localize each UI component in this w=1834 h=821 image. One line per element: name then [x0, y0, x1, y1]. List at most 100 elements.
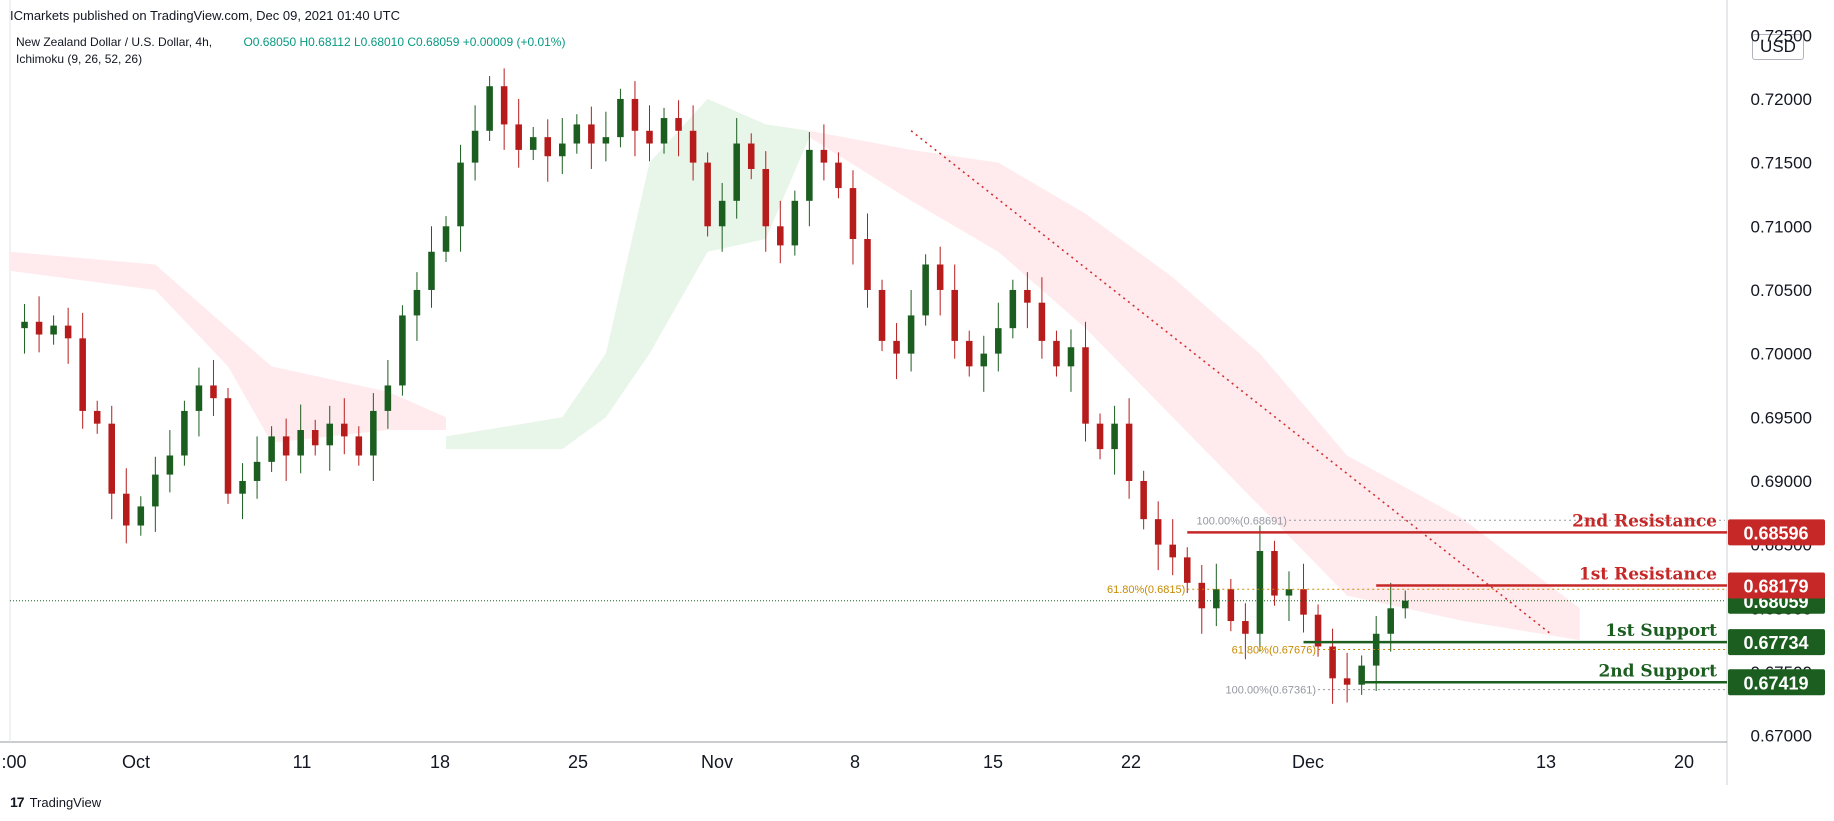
symbol-label[interactable]: New Zealand Dollar / U.S. Dollar, 4h,	[16, 35, 213, 49]
candle-body	[1358, 665, 1365, 685]
candle-body	[1227, 589, 1235, 622]
candle-body	[399, 315, 406, 386]
candle-body	[35, 321, 43, 335]
candle-body	[893, 340, 900, 354]
candle-body	[922, 264, 929, 316]
candle-body	[500, 86, 508, 125]
y-tick-label: 0.72000	[1751, 90, 1812, 109]
candle-body	[297, 430, 304, 456]
price-tag-box	[1728, 629, 1825, 656]
fib-level-label: 100.00%(0.68691)	[1196, 515, 1287, 527]
candle-body	[210, 385, 217, 399]
candle-body	[1082, 347, 1089, 424]
candle-body	[1140, 480, 1147, 520]
candle-body	[631, 98, 639, 131]
x-tick-label: 18	[430, 752, 450, 772]
x-tick-label: :00	[1, 752, 26, 772]
candle-body	[326, 423, 334, 446]
candle-body	[50, 325, 57, 335]
x-tick-label: Dec	[1292, 752, 1324, 772]
candle-body	[689, 130, 697, 163]
indicator-label[interactable]: Ichimoku (9, 26, 52, 26)	[16, 52, 143, 66]
price-tag-box	[1728, 669, 1825, 696]
brand-label: TradingView	[29, 794, 102, 810]
ichimoku-cloud-3	[809, 130, 1580, 641]
candle-body	[486, 86, 493, 131]
candle-body	[1329, 646, 1336, 679]
chart-legend: New Zealand Dollar / U.S. Dollar, 4h, O0…	[16, 34, 565, 68]
candle-body	[457, 162, 464, 227]
candle-body	[108, 423, 116, 494]
price-tag-box	[1728, 572, 1825, 599]
candle-body	[864, 239, 871, 290]
candle-body	[1111, 423, 1118, 450]
y-tick-label: 0.69000	[1751, 472, 1812, 491]
candle-body	[762, 168, 770, 227]
candle-body	[1038, 302, 1046, 341]
candle-body	[544, 137, 552, 157]
candle-body	[355, 436, 363, 456]
candle-body	[951, 289, 958, 341]
candle-body	[777, 226, 784, 246]
candle-body	[282, 436, 290, 456]
level-name: 1st Resistance	[1579, 565, 1717, 585]
candle-body	[123, 493, 130, 526]
candle-body	[1213, 589, 1220, 609]
x-tick-label: 13	[1536, 752, 1556, 772]
candle-body	[1285, 589, 1293, 596]
tradingview-brand[interactable]: 17 TradingView	[10, 794, 101, 810]
candle-body	[849, 188, 857, 240]
level-name: 1st Support	[1605, 621, 1717, 641]
candle-body	[341, 423, 348, 437]
price-tag-value: 0.67419	[1743, 673, 1808, 693]
candle-body	[1242, 621, 1249, 634]
candle-body	[791, 200, 799, 246]
candle-body	[1387, 608, 1394, 634]
y-tick-label: 0.69500	[1751, 408, 1812, 427]
y-tick-label: 0.71500	[1751, 154, 1812, 173]
ohlc-values: O0.68050 H0.68112 L0.68010 C0.68059 +0.0…	[243, 35, 566, 49]
candle-body	[965, 340, 973, 367]
x-tick-label: Oct	[122, 752, 150, 772]
candle-body	[1125, 423, 1133, 481]
candle-body	[529, 137, 537, 150]
fib-level-label: 61.80%(0.67676)	[1232, 645, 1316, 657]
candle-body	[704, 162, 711, 227]
x-tick-label: 11	[293, 752, 312, 772]
candle-body	[602, 137, 610, 144]
candle-body	[370, 410, 377, 456]
candle-body	[471, 130, 479, 163]
candle-body	[64, 325, 72, 339]
candle-body	[442, 226, 450, 252]
x-tick-label: 15	[983, 752, 1003, 772]
candle-body	[675, 118, 682, 131]
candle-body	[268, 436, 275, 462]
price-tag-box	[1728, 519, 1825, 546]
candle-body	[224, 398, 232, 494]
currency-selector[interactable]: USD	[1752, 34, 1804, 60]
publisher-caption: ICmarkets published on TradingView.com, …	[10, 8, 400, 23]
candle-body	[1154, 519, 1162, 545]
y-tick-label: 0.72500	[1751, 26, 1812, 45]
level-name: 2nd Support	[1598, 661, 1717, 681]
candle-body	[1271, 550, 1278, 596]
candle-body	[617, 98, 624, 138]
candle-body	[1024, 289, 1031, 303]
candle-body	[515, 124, 522, 150]
candle-body	[384, 385, 392, 411]
candle-body	[1169, 544, 1176, 558]
price-tag-value: 0.68596	[1743, 523, 1808, 543]
price-tag-value: 0.68179	[1743, 577, 1808, 597]
y-tick-label: 0.71000	[1751, 217, 1812, 236]
candle-body	[1183, 557, 1191, 583]
tradingview-logo-icon: 17	[10, 794, 25, 810]
price-tag-value: 0.67734	[1743, 633, 1808, 653]
candle-body	[137, 506, 145, 526]
candle-body	[936, 264, 944, 290]
candle-body	[1401, 600, 1409, 609]
candle-body	[907, 315, 915, 354]
x-tick-label: Nov	[701, 752, 733, 772]
candle-body	[413, 289, 421, 316]
candle-body	[1256, 550, 1264, 634]
